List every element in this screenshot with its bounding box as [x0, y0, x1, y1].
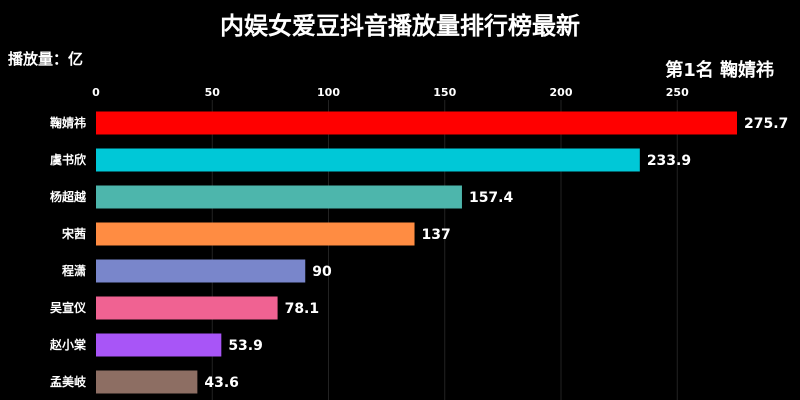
bar [96, 222, 415, 246]
category-label: 赵小棠 [49, 337, 87, 352]
value-label: 233.9 [647, 153, 691, 169]
bar [96, 333, 222, 357]
x-tick-label: 250 [666, 86, 689, 99]
unit-label: 播放量：亿 [8, 50, 84, 68]
category-label: 杨超越 [50, 189, 87, 204]
x-tick-label: 150 [433, 86, 456, 99]
chart-title: 内娱女爱豆抖音播放量排行榜最新 [220, 12, 580, 40]
category-label: 孟美岐 [50, 374, 87, 389]
value-label: 90 [312, 264, 332, 280]
value-label: 157.4 [469, 190, 514, 206]
bar [96, 185, 462, 209]
bar [96, 259, 306, 283]
bar [96, 111, 738, 135]
x-tick-label: 200 [550, 86, 573, 99]
x-tick-label: 50 [205, 86, 221, 99]
rank-label: 第1名 鞠婧祎 [665, 60, 774, 81]
bar [96, 148, 640, 172]
value-label: 53.9 [228, 338, 263, 354]
x-tick-label: 100 [317, 86, 340, 99]
value-label: 137 [422, 227, 451, 243]
category-label: 吴宣仪 [50, 300, 87, 315]
value-label: 43.6 [204, 375, 239, 391]
value-label: 275.7 [744, 116, 788, 132]
value-label: 78.1 [285, 301, 320, 317]
category-label: 鞠婧祎 [50, 115, 86, 130]
bar [96, 296, 278, 320]
category-label: 程潇 [62, 263, 86, 278]
category-label: 宋茜 [62, 226, 86, 241]
category-label: 虞书欣 [50, 152, 87, 167]
x-tick-label: 0 [92, 86, 100, 99]
bar [96, 370, 198, 394]
